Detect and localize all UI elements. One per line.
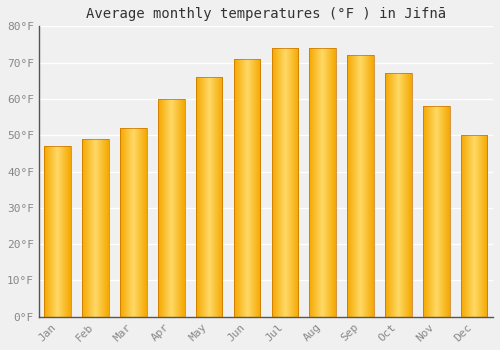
Bar <box>272 48 298 317</box>
Bar <box>82 139 109 317</box>
Bar <box>310 48 336 317</box>
Bar <box>158 99 184 317</box>
Title: Average monthly temperatures (°F ) in Jifnā: Average monthly temperatures (°F ) in Ji… <box>86 7 446 21</box>
Bar <box>385 74 411 317</box>
Bar <box>423 106 450 317</box>
Bar <box>461 135 487 317</box>
Bar <box>44 146 71 317</box>
Bar <box>120 128 146 317</box>
Bar <box>348 55 374 317</box>
Bar <box>196 77 222 317</box>
Bar <box>234 59 260 317</box>
